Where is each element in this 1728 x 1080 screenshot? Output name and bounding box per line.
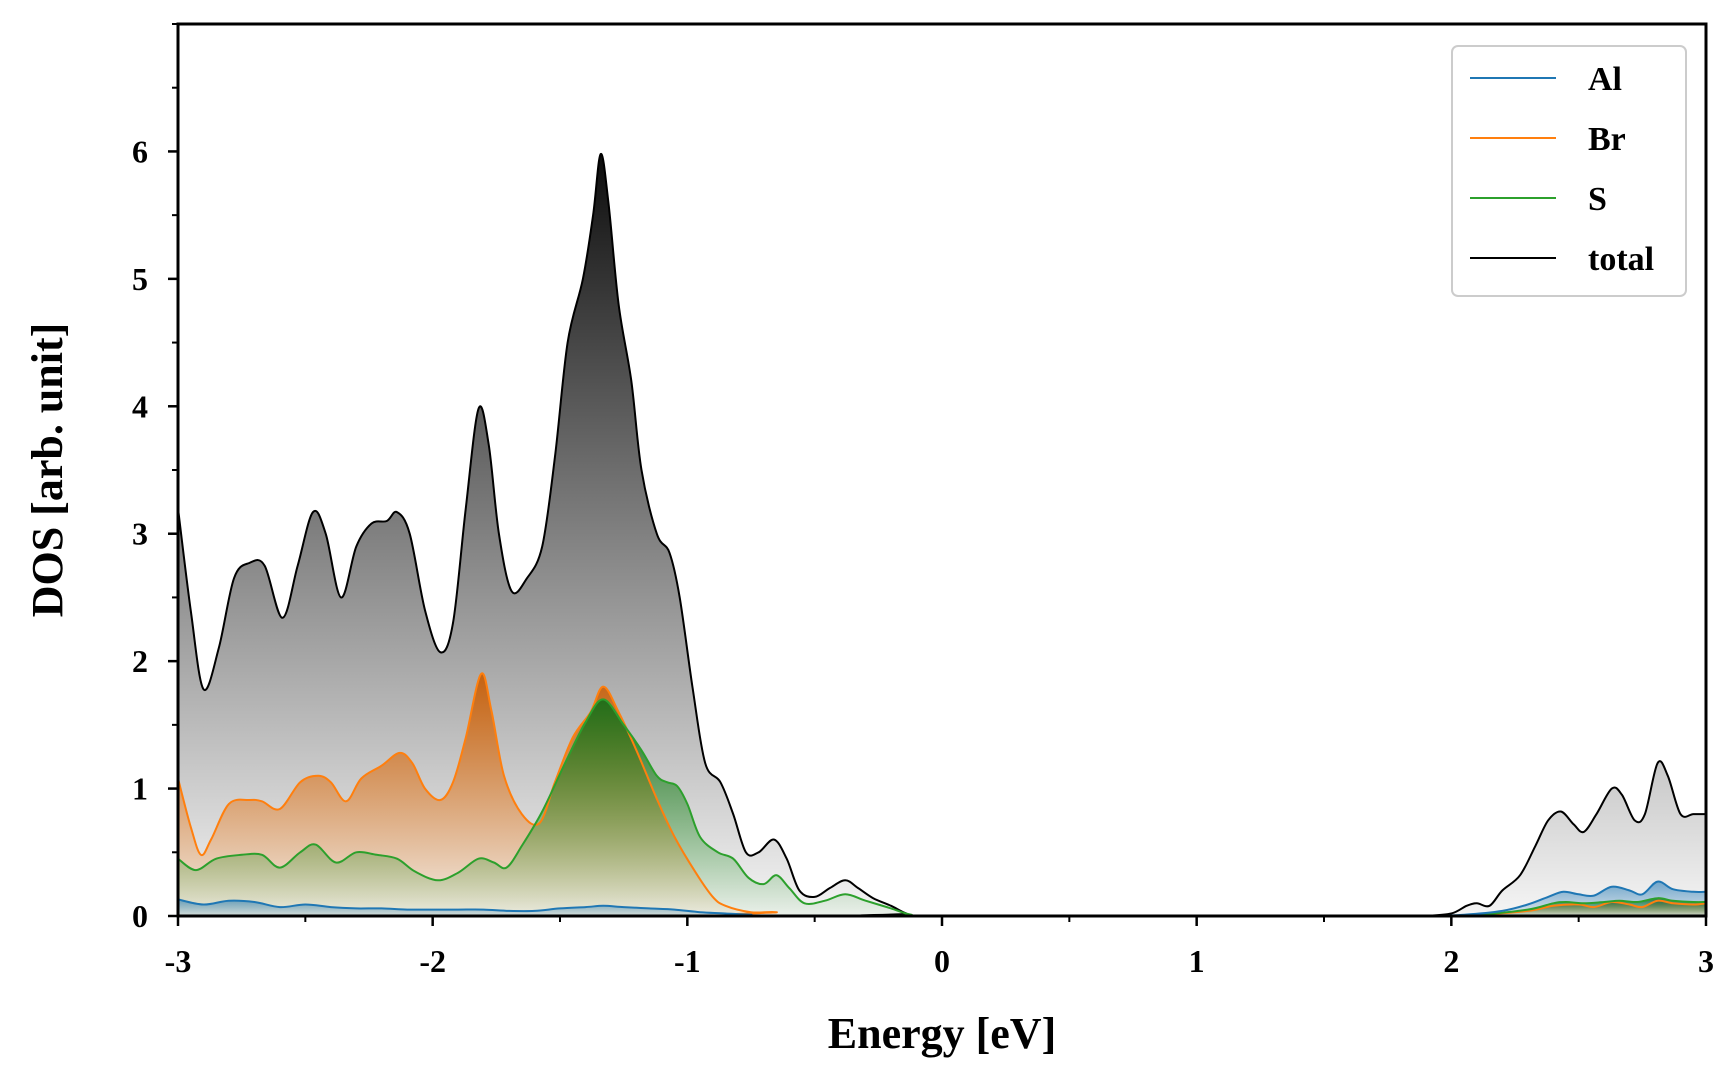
area-al (178, 899, 1706, 916)
area-total (178, 153, 1706, 916)
legend-label-al: Al (1588, 61, 1622, 98)
x-tick-label: 3 (1698, 943, 1714, 979)
y-tick-label: 1 (132, 771, 148, 807)
legend-label-s: S (1588, 181, 1607, 218)
area-al-conduction (1425, 881, 1706, 916)
y-tick-label: 0 (132, 898, 148, 934)
x-tick-label: -1 (674, 943, 701, 979)
line-s (178, 698, 1706, 916)
x-tick-label: 2 (1443, 943, 1459, 979)
line-al-conduction (1425, 880, 1706, 916)
y-axis-ticks: 0 1 2 3 4 5 6 (132, 23, 178, 934)
x-tick-label: -3 (165, 943, 192, 979)
legend-label-total: total (1588, 241, 1654, 278)
y-tick-label: 2 (132, 643, 148, 679)
x-axis-label: Energy [eV] (828, 1009, 1057, 1058)
y-tick-label: 6 (132, 133, 148, 169)
y-axis-label: DOS [arb. unit] (23, 323, 72, 618)
line-total-conduction (1425, 760, 1706, 916)
y-tick-label: 5 (132, 261, 148, 297)
x-tick-label: 0 (934, 943, 950, 979)
line-total (178, 152, 1706, 916)
area-total-conduction (1425, 761, 1706, 916)
legend-box (1451, 45, 1687, 297)
line-s-conduction (1425, 897, 1706, 916)
area-s (178, 699, 1706, 916)
y-tick-label: 3 (132, 516, 148, 552)
y-tick-label: 4 (132, 388, 148, 424)
x-tick-label: -2 (419, 943, 446, 979)
area-fills (178, 153, 1706, 916)
line-br (178, 672, 1706, 916)
x-tick-label: 1 (1189, 943, 1205, 979)
legend-label-br: Br (1588, 121, 1626, 158)
x-axis-ticks: -3 -2 -1 0 1 2 3 (165, 916, 1714, 979)
